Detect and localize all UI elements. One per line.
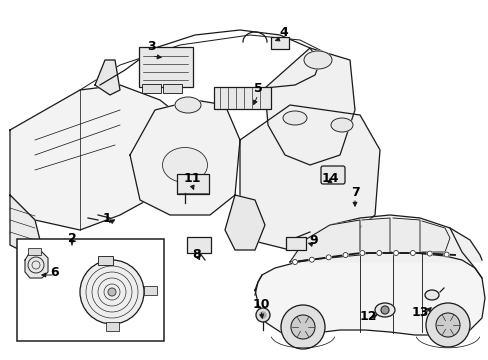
FancyBboxPatch shape [285, 237, 305, 250]
FancyBboxPatch shape [186, 237, 210, 253]
Ellipse shape [330, 118, 352, 132]
FancyBboxPatch shape [177, 174, 208, 194]
Polygon shape [25, 252, 48, 278]
Polygon shape [254, 252, 484, 335]
Ellipse shape [304, 51, 331, 69]
FancyBboxPatch shape [270, 37, 288, 49]
Circle shape [108, 288, 116, 296]
Text: 6: 6 [51, 266, 59, 279]
Polygon shape [130, 100, 240, 215]
Ellipse shape [175, 97, 201, 113]
Circle shape [80, 260, 143, 324]
Circle shape [260, 312, 265, 318]
Polygon shape [392, 218, 419, 253]
Polygon shape [10, 85, 190, 230]
Circle shape [281, 305, 325, 349]
FancyBboxPatch shape [105, 321, 118, 330]
FancyBboxPatch shape [97, 256, 112, 265]
Polygon shape [289, 215, 481, 262]
FancyBboxPatch shape [162, 84, 181, 93]
Circle shape [290, 315, 314, 339]
FancyBboxPatch shape [20, 253, 32, 265]
Text: 12: 12 [359, 310, 376, 323]
Text: 9: 9 [309, 234, 318, 247]
Circle shape [427, 251, 431, 256]
Polygon shape [240, 105, 379, 250]
Text: 4: 4 [279, 26, 288, 39]
FancyBboxPatch shape [36, 253, 50, 265]
Ellipse shape [424, 290, 438, 300]
Circle shape [376, 251, 381, 256]
Text: 2: 2 [67, 231, 76, 244]
Polygon shape [95, 60, 120, 95]
Text: 10: 10 [252, 298, 269, 311]
Ellipse shape [283, 111, 306, 125]
Circle shape [325, 255, 330, 260]
Circle shape [342, 252, 347, 257]
Text: 11: 11 [183, 171, 201, 184]
Polygon shape [289, 220, 359, 262]
Circle shape [435, 313, 459, 337]
Ellipse shape [374, 303, 394, 317]
Text: 8: 8 [192, 248, 201, 261]
Circle shape [359, 251, 364, 256]
Circle shape [393, 251, 398, 256]
Polygon shape [10, 195, 40, 250]
Text: 7: 7 [350, 186, 359, 199]
FancyBboxPatch shape [17, 239, 163, 341]
Polygon shape [421, 221, 449, 252]
FancyBboxPatch shape [139, 47, 193, 87]
Text: 3: 3 [147, 40, 156, 54]
FancyBboxPatch shape [143, 285, 156, 294]
FancyBboxPatch shape [17, 251, 59, 281]
FancyBboxPatch shape [141, 84, 160, 93]
Polygon shape [224, 195, 264, 250]
Polygon shape [264, 48, 354, 165]
Circle shape [443, 252, 448, 257]
Ellipse shape [162, 148, 207, 183]
Text: 13: 13 [410, 306, 428, 320]
Circle shape [425, 303, 469, 347]
FancyBboxPatch shape [320, 166, 345, 184]
Circle shape [292, 260, 297, 265]
Text: 1: 1 [102, 211, 111, 225]
Polygon shape [361, 218, 389, 253]
FancyBboxPatch shape [27, 248, 41, 255]
Circle shape [256, 308, 269, 322]
Text: 5: 5 [253, 81, 262, 94]
Circle shape [309, 257, 314, 262]
Text: 14: 14 [321, 171, 338, 184]
Circle shape [409, 251, 414, 256]
FancyBboxPatch shape [214, 87, 270, 109]
Circle shape [380, 306, 388, 314]
